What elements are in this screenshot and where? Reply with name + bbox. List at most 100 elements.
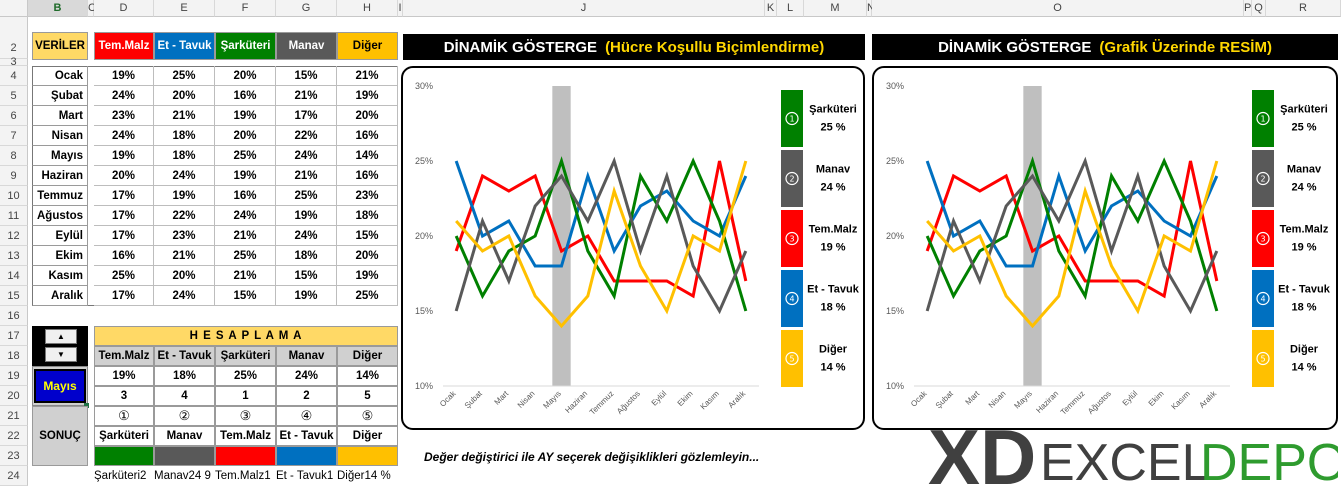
month-value-10-4[interactable]: 19%: [337, 266, 398, 286]
month-value-2-0[interactable]: 23%: [94, 106, 154, 126]
month-value-6-2[interactable]: 16%: [215, 186, 276, 206]
row-header-8[interactable]: 8: [0, 146, 28, 166]
row24-text-1[interactable]: Manav24 9: [154, 470, 211, 482]
month-value-11-4[interactable]: 25%: [337, 286, 398, 306]
month-value-9-3[interactable]: 18%: [276, 246, 337, 266]
month-value-10-0[interactable]: 25%: [94, 266, 154, 286]
month-value-11-0[interactable]: 17%: [94, 286, 154, 306]
month-value-3-0[interactable]: 24%: [94, 126, 154, 146]
month-value-7-1[interactable]: 22%: [154, 206, 215, 226]
row-header-23[interactable]: 23: [0, 446, 28, 466]
column-header-q[interactable]: Q: [1252, 0, 1266, 17]
month-value-6-4[interactable]: 23%: [337, 186, 398, 206]
column-header-b[interactable]: B: [28, 0, 88, 17]
month-value-2-2[interactable]: 19%: [215, 106, 276, 126]
column-header-i[interactable]: I: [398, 0, 403, 17]
month-value-10-3[interactable]: 15%: [276, 266, 337, 286]
sonuc-name-1[interactable]: Manav: [154, 426, 215, 446]
month-value-3-4[interactable]: 16%: [337, 126, 398, 146]
row-header-24[interactable]: 24: [0, 466, 28, 486]
hesap-rank-0[interactable]: 3: [94, 386, 154, 406]
month-value-8-1[interactable]: 23%: [154, 226, 215, 246]
month-value-8-3[interactable]: 24%: [276, 226, 337, 246]
month-value-11-3[interactable]: 19%: [276, 286, 337, 306]
month-value-9-1[interactable]: 21%: [154, 246, 215, 266]
spinner-down-button[interactable]: ▼: [45, 347, 77, 362]
row24-text-0[interactable]: Şarküteri2: [94, 470, 147, 482]
month-value-7-4[interactable]: 18%: [337, 206, 398, 226]
spinner-up-button[interactable]: ▲: [45, 329, 77, 344]
month-value-7-0[interactable]: 17%: [94, 206, 154, 226]
month-value-8-4[interactable]: 15%: [337, 226, 398, 246]
hesap-value-3[interactable]: 24%: [276, 366, 337, 386]
month-value-8-0[interactable]: 17%: [94, 226, 154, 246]
row-header-6[interactable]: 6: [0, 106, 28, 126]
hesap-value-0[interactable]: 19%: [94, 366, 154, 386]
column-header-o[interactable]: O: [872, 0, 1244, 17]
month-value-2-3[interactable]: 17%: [276, 106, 337, 126]
row-header-11[interactable]: 11: [0, 206, 28, 226]
row24-text-2[interactable]: Tem.Malz1: [215, 470, 271, 482]
row-header-16[interactable]: 16: [0, 306, 28, 326]
month-value-0-0[interactable]: 19%: [94, 66, 154, 86]
row-header-3[interactable]: 3: [0, 57, 28, 68]
row-header-7[interactable]: 7: [0, 126, 28, 146]
month-value-6-0[interactable]: 17%: [94, 186, 154, 206]
month-value-11-1[interactable]: 24%: [154, 286, 215, 306]
sonuc-name-3[interactable]: Et - Tavuk: [276, 426, 337, 446]
month-value-7-3[interactable]: 19%: [276, 206, 337, 226]
month-value-5-0[interactable]: 20%: [94, 166, 154, 186]
month-value-5-1[interactable]: 24%: [154, 166, 215, 186]
hesap-rank-2[interactable]: 1: [215, 386, 276, 406]
month-value-3-1[interactable]: 18%: [154, 126, 215, 146]
column-header-e[interactable]: E: [154, 0, 215, 17]
hesap-value-1[interactable]: 18%: [154, 366, 215, 386]
sonuc-name-4[interactable]: Diğer: [337, 426, 398, 446]
month-value-3-2[interactable]: 20%: [215, 126, 276, 146]
month-value-10-2[interactable]: 21%: [215, 266, 276, 286]
month-value-0-1[interactable]: 25%: [154, 66, 215, 86]
column-header-g[interactable]: G: [276, 0, 337, 17]
row-header-5[interactable]: 5: [0, 86, 28, 106]
sonuc-name-2[interactable]: Tem.Malz: [215, 426, 276, 446]
month-value-10-1[interactable]: 20%: [154, 266, 215, 286]
column-header-d[interactable]: D: [94, 0, 154, 17]
hesap-value-2[interactable]: 25%: [215, 366, 276, 386]
hesap-rank-3[interactable]: 2: [276, 386, 337, 406]
month-value-4-1[interactable]: 18%: [154, 146, 215, 166]
column-header-n[interactable]: N: [867, 0, 875, 17]
month-value-0-4[interactable]: 21%: [337, 66, 398, 86]
row-header-13[interactable]: 13: [0, 246, 28, 266]
column-header-m[interactable]: M: [804, 0, 867, 17]
month-value-1-0[interactable]: 24%: [94, 86, 154, 106]
month-value-4-4[interactable]: 14%: [337, 146, 398, 166]
month-value-5-2[interactable]: 19%: [215, 166, 276, 186]
month-value-9-4[interactable]: 20%: [337, 246, 398, 266]
month-value-1-4[interactable]: 19%: [337, 86, 398, 106]
month-value-0-3[interactable]: 15%: [276, 66, 337, 86]
month-value-7-2[interactable]: 24%: [215, 206, 276, 226]
month-value-2-4[interactable]: 20%: [337, 106, 398, 126]
column-header-r[interactable]: R: [1266, 0, 1341, 17]
row-header-9[interactable]: 9: [0, 166, 28, 186]
hesap-rank-1[interactable]: 4: [154, 386, 215, 406]
month-value-1-3[interactable]: 21%: [276, 86, 337, 106]
month-value-1-1[interactable]: 20%: [154, 86, 215, 106]
month-value-4-0[interactable]: 19%: [94, 146, 154, 166]
hesap-value-4[interactable]: 14%: [337, 366, 398, 386]
month-value-2-1[interactable]: 21%: [154, 106, 215, 126]
selected-month[interactable]: Mayıs: [34, 369, 86, 403]
column-header-k[interactable]: K: [765, 0, 777, 17]
month-value-9-2[interactable]: 25%: [215, 246, 276, 266]
month-value-11-2[interactable]: 15%: [215, 286, 276, 306]
month-value-5-3[interactable]: 21%: [276, 166, 337, 186]
column-header-h[interactable]: H: [337, 0, 398, 17]
row-header-2[interactable]: 2: [0, 17, 28, 59]
month-value-5-4[interactable]: 16%: [337, 166, 398, 186]
chart1-panel[interactable]: 10% 15% 20% 25% 30% Ocak Şubat Mart Nisan Mayıs Ha…: [401, 66, 865, 430]
row-header-4[interactable]: 4: [0, 66, 28, 86]
row-header-10[interactable]: 10: [0, 186, 28, 206]
row-header-19[interactable]: 19: [0, 366, 28, 386]
row-header-15[interactable]: 15: [0, 286, 28, 306]
row-header-22[interactable]: 22: [0, 426, 28, 446]
